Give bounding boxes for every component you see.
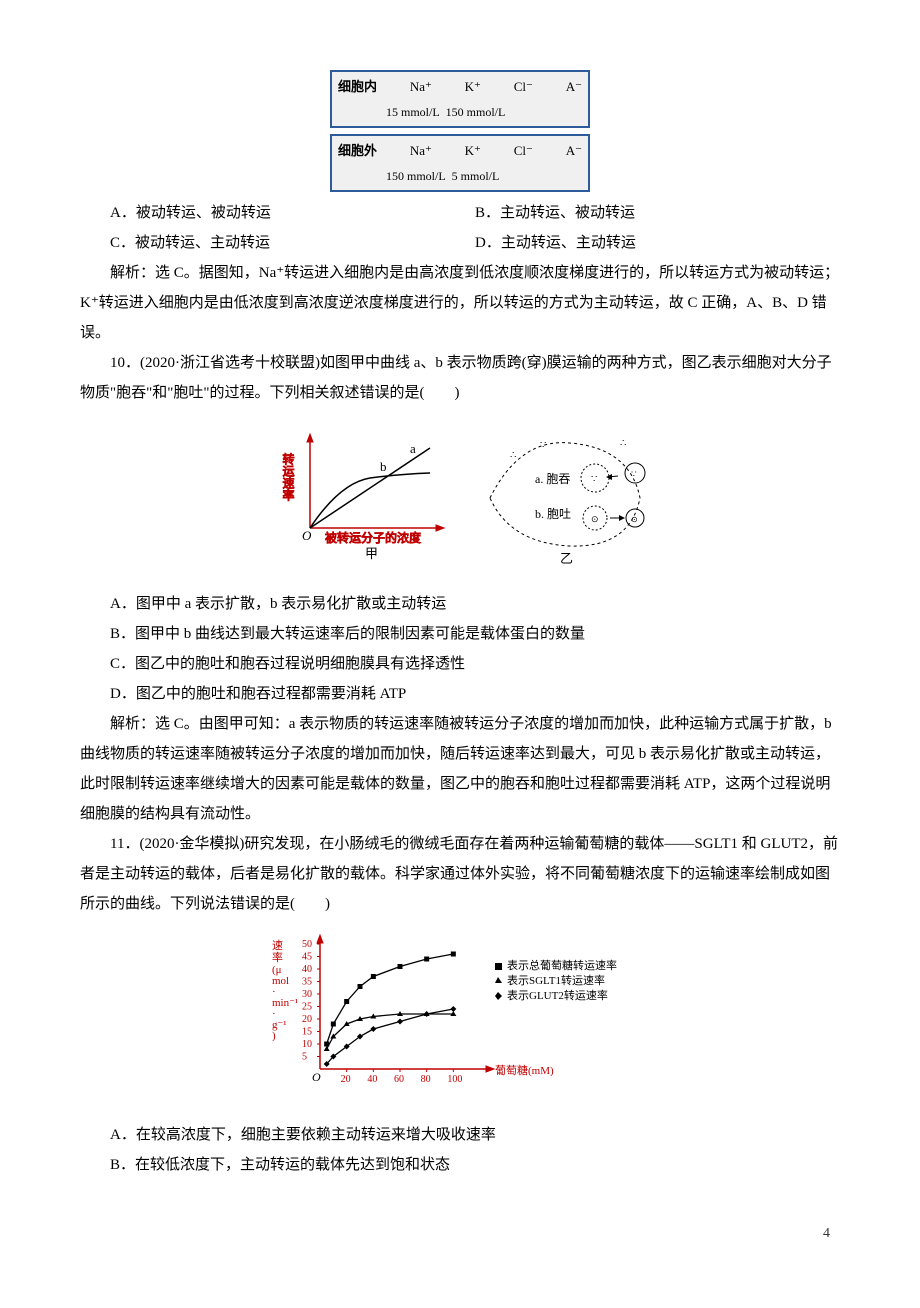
svg-text:∵: ∵	[631, 469, 637, 479]
q9-options-row2: C．被动转运、主动转运 D．主动转运、主动转运	[110, 228, 840, 258]
ion-cl: Cl⁻	[514, 74, 533, 100]
svg-text:15: 15	[302, 1027, 312, 1038]
svg-text:40: 40	[302, 964, 312, 975]
svg-text:⊙: ⊙	[631, 515, 638, 524]
svg-text:100: 100	[447, 1074, 462, 1085]
svg-text:表示GLUT2转运速率: 表示GLUT2转运速率	[507, 988, 608, 1002]
svg-text:O: O	[302, 528, 312, 543]
ion-na2: Na⁺	[410, 138, 432, 164]
q9-option-a: A．被动转运、被动转运	[110, 198, 475, 228]
conc-na-out: 150 mmol/L	[386, 164, 446, 188]
ion-table: 细胞内 Na⁺ K⁺ Cl⁻ A⁻ 15 mmol/L 150 mmol/L 细…	[330, 70, 590, 192]
ion-k2: K⁺	[465, 138, 481, 164]
q11-chart: 5101520253035404550 20406080100 O 速率 (μm…	[80, 929, 840, 1110]
conc-na-in: 15 mmol/L	[386, 100, 440, 124]
q11-option-b: B．在较低浓度下，主动转运的载体先达到饱和状态	[80, 1150, 840, 1180]
svg-text:乙: 乙	[560, 551, 573, 566]
svg-text:⊙: ⊙	[591, 514, 599, 524]
q9-option-b: B．主动转运、被动转运	[475, 198, 840, 228]
svg-text:30: 30	[302, 989, 312, 1000]
svg-text:a: a	[410, 441, 416, 456]
q10-option-d: D．图乙中的胞吐和胞吞过程都需要消耗 ATP	[80, 679, 840, 709]
q10-option-a: A．图甲中 a 表示扩散，b 表示易化扩散或主动转运	[80, 589, 840, 619]
svg-text:25: 25	[302, 1002, 312, 1013]
cell-outside-label: 细胞外	[338, 138, 377, 164]
q9-option-c: C．被动转运、主动转运	[110, 228, 475, 258]
q11-stem: 11．(2020·金华模拟)研究发现，在小肠绒毛的微绒毛面存在着两种运输葡萄糖的…	[80, 829, 840, 919]
q11-option-a: A．在较高浓度下，细胞主要依赖主动转运来增大吸收速率	[80, 1120, 840, 1150]
ion-row-inside: 细胞内 Na⁺ K⁺ Cl⁻ A⁻ 15 mmol/L 150 mmol/L	[330, 70, 590, 128]
svg-text:速率 (μmol ·min⁻¹: 速率 (μmol ·min⁻¹ ·g⁻¹ )	[272, 939, 301, 1042]
svg-text:∵: ∵	[540, 440, 546, 451]
svg-text:10: 10	[302, 1039, 312, 1050]
svg-text:b: b	[380, 459, 387, 474]
svg-text:60: 60	[394, 1074, 404, 1085]
q10-figure: a b 转运速率 O 被转运分子的浓度 甲 ∵ ∵ ⊙ ⊙ ∴ ∵ ∴ a. 胞…	[80, 418, 840, 579]
ion-na: Na⁺	[410, 74, 432, 100]
ion-k: K⁺	[465, 74, 481, 100]
q9-option-d: D．主动转运、主动转运	[475, 228, 840, 258]
svg-text:O: O	[312, 1070, 321, 1084]
svg-text:∵: ∵	[591, 474, 597, 485]
svg-text:45: 45	[302, 952, 312, 963]
ion-a2: A⁻	[566, 138, 582, 164]
q10-option-b: B．图甲中 b 曲线达到最大转运速率后的限制因素可能是载体蛋白的数量	[80, 619, 840, 649]
svg-text:∴: ∴	[510, 450, 516, 461]
cell-inside-label: 细胞内	[338, 74, 377, 100]
svg-text:20: 20	[302, 1014, 312, 1025]
svg-text:35: 35	[302, 977, 312, 988]
conc-k-in: 150 mmol/L	[446, 100, 506, 124]
q10-stem: 10．(2020·浙江省选考十校联盟)如图甲中曲线 a、b 表示物质跨(穿)膜运…	[80, 348, 840, 408]
q10-explain: 解析：选 C。由图甲可知：a 表示物质的转运速率随被转运分子浓度的增加而加快，此…	[80, 709, 840, 829]
svg-text:5: 5	[302, 1052, 307, 1063]
svg-text:转运速率: 转运速率	[281, 452, 295, 501]
svg-text:20: 20	[341, 1074, 351, 1085]
conc-k-out: 5 mmol/L	[452, 164, 500, 188]
svg-text:葡萄糖(mM): 葡萄糖(mM)	[495, 1063, 554, 1077]
ion-cl2: Cl⁻	[514, 138, 533, 164]
ion-row-outside: 细胞外 Na⁺ K⁺ Cl⁻ A⁻ 150 mmol/L 5 mmol/L	[330, 134, 590, 192]
q10-option-c: C．图乙中的胞吐和胞吞过程说明细胞膜具有选择透性	[80, 649, 840, 679]
q9-explain: 解析：选 C。据图知，Na⁺转运进入细胞内是由高浓度到低浓度顺浓度梯度进行的，所…	[80, 258, 840, 348]
ion-a: A⁻	[566, 74, 582, 100]
svg-text:被转运分子的浓度: 被转运分子的浓度	[325, 530, 421, 545]
svg-text:表示总葡萄糖转运速率: 表示总葡萄糖转运速率	[507, 958, 617, 972]
svg-text:b. 胞吐: b. 胞吐	[535, 507, 571, 521]
svg-text:a. 胞吞: a. 胞吞	[535, 472, 570, 486]
svg-text:甲: 甲	[365, 546, 378, 561]
page-number: 4	[80, 1220, 840, 1248]
svg-text:表示SGLT1转运速率: 表示SGLT1转运速率	[507, 973, 605, 987]
svg-text:∴: ∴	[620, 438, 626, 449]
q9-options-row1: A．被动转运、被动转运 B．主动转运、被动转运	[110, 198, 840, 228]
svg-text:40: 40	[367, 1074, 377, 1085]
svg-text:50: 50	[302, 939, 312, 950]
svg-text:80: 80	[421, 1074, 431, 1085]
